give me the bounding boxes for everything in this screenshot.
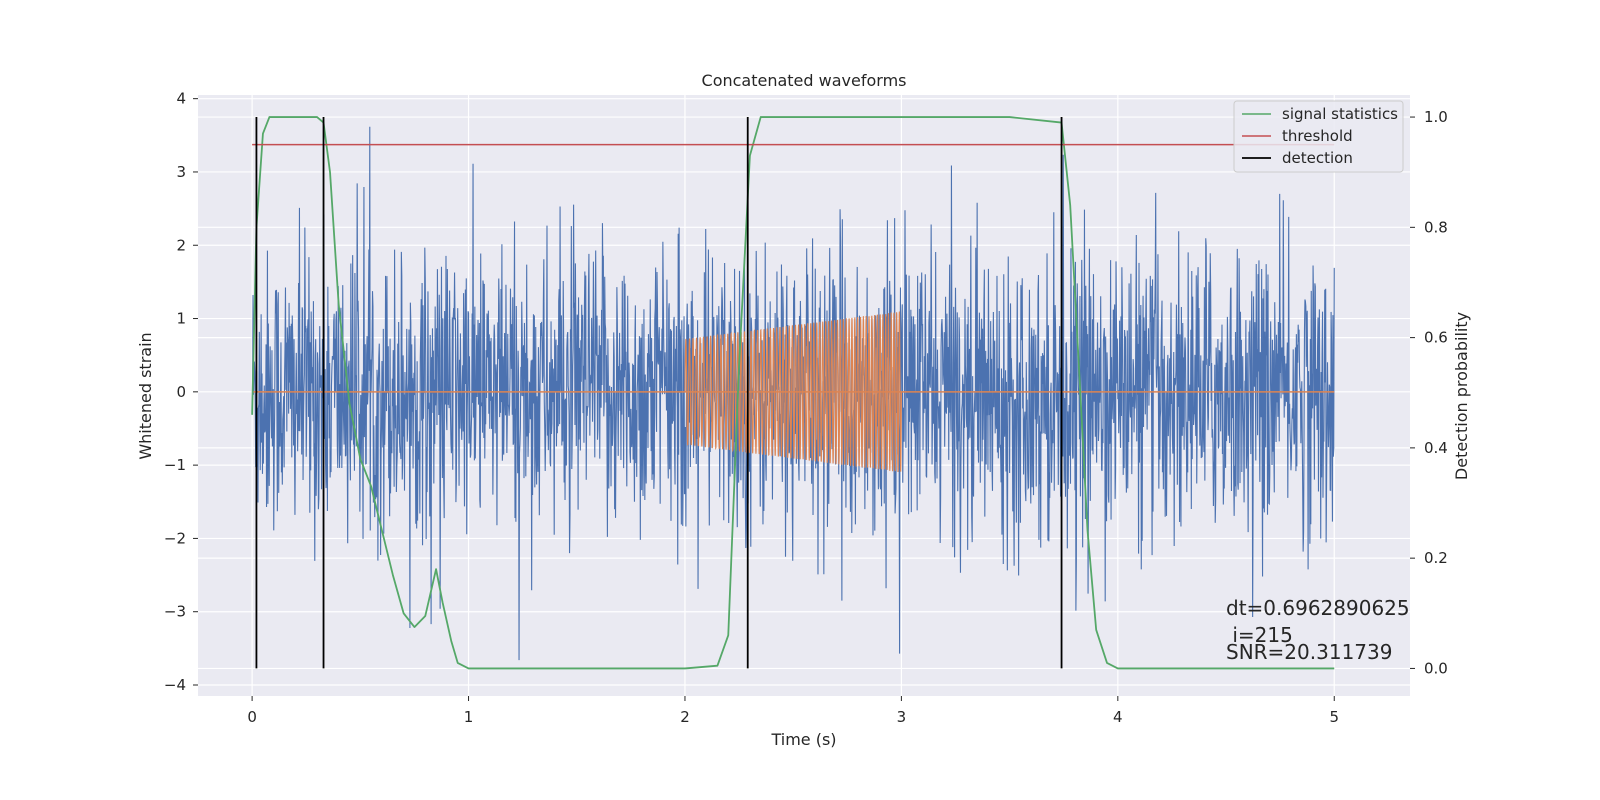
x-axis-label: Time (s): [770, 730, 836, 749]
annotation-dt: dt=0.6962890625: [1226, 596, 1410, 620]
y2-axis-label: Detection probability: [1452, 312, 1471, 480]
injection-line: [684, 311, 902, 473]
axis-ticks: 0 1 2 3 4 5 −4 −3 −2 −1 0 1 2 3 4 0.0 0.2 0.4 0.6 0.8 1.0: [164, 90, 1448, 726]
annotations: dt=0.6962890625 i=215 SNR=20.311739: [1226, 596, 1410, 664]
y2-tick-label: 0.6: [1424, 329, 1448, 347]
y2-tick-label: 0.8: [1424, 218, 1448, 236]
y-tick-label: 0: [176, 383, 186, 401]
annotation-index: i=215: [1226, 623, 1293, 647]
y-axis-label: Whitened strain: [136, 332, 155, 459]
x-tick-label: 4: [1113, 708, 1123, 726]
x-tick-label: 5: [1329, 708, 1339, 726]
y2-tick-label: 0.4: [1424, 439, 1448, 457]
legend-label-signal-statistics: signal statistics: [1282, 105, 1398, 123]
y-tick-label: 2: [176, 236, 186, 254]
chart-title: Concatenated waveforms: [702, 71, 907, 90]
y2-tick-label: 1.0: [1424, 108, 1448, 126]
annotation-snr: SNR=20.311739: [1226, 640, 1392, 664]
y-tick-label: −1: [164, 456, 186, 474]
y-tick-label: −4: [164, 676, 186, 694]
y-tick-label: −3: [164, 603, 186, 621]
y-tick-label: 4: [176, 90, 186, 108]
y-tick-label: 3: [176, 163, 186, 181]
y2-tick-label: 0.2: [1424, 549, 1448, 567]
x-tick-label: 1: [464, 708, 474, 726]
legend-label-detection: detection: [1282, 149, 1353, 167]
signal-statistics-series: [251, 116, 1335, 670]
y-tick-label: 1: [176, 310, 186, 328]
x-tick-label: 3: [897, 708, 907, 726]
legend-label-threshold: threshold: [1282, 127, 1353, 145]
injected-waveform-series: [252, 311, 1335, 473]
legend-box: [1233, 100, 1404, 173]
y2-tick-label: 0.0: [1424, 659, 1448, 677]
x-tick-label: 0: [247, 708, 257, 726]
legend: signal statistics threshold detection: [1233, 100, 1404, 173]
x-tick-label: 2: [680, 708, 690, 726]
y-tick-label: −2: [164, 529, 186, 547]
signal-statistics-line: [251, 116, 1335, 670]
detection-series: [255, 117, 1063, 669]
